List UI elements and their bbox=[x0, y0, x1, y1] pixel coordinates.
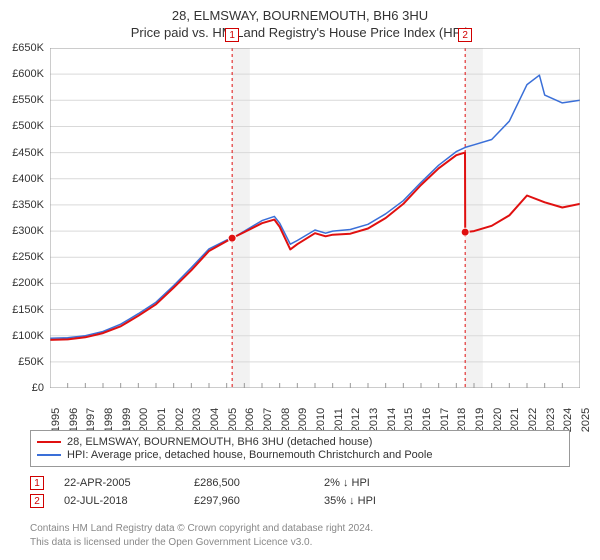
x-tick-label: 1996 bbox=[68, 408, 80, 432]
x-tick-label: 2011 bbox=[333, 408, 345, 432]
x-axis: 1995199619971998199920002001200220032004… bbox=[50, 390, 580, 426]
x-tick-label: 2009 bbox=[297, 408, 309, 432]
x-tick-label: 1995 bbox=[50, 408, 62, 432]
legend-label: HPI: Average price, detached house, Bour… bbox=[67, 449, 432, 461]
y-tick-label: £250K bbox=[12, 251, 44, 263]
chart-plot-area: 12 bbox=[50, 48, 580, 388]
x-tick-label: 2021 bbox=[509, 408, 521, 432]
x-tick-label: 2025 bbox=[580, 408, 592, 432]
x-tick-label: 2016 bbox=[421, 408, 433, 432]
x-tick-label: 1999 bbox=[121, 408, 133, 432]
sale-date: 02-JUL-2018 bbox=[64, 495, 174, 507]
legend-item: 28, ELMSWAY, BOURNEMOUTH, BH6 3HU (detac… bbox=[37, 436, 563, 448]
x-tick-label: 2022 bbox=[527, 408, 539, 432]
chart-marker-callout: 2 bbox=[458, 28, 472, 42]
sale-date: 22-APR-2005 bbox=[64, 477, 174, 489]
x-tick-label: 2004 bbox=[209, 408, 221, 432]
y-tick-label: £500K bbox=[12, 120, 44, 132]
x-tick-label: 2003 bbox=[191, 408, 203, 432]
legend-swatch bbox=[37, 441, 61, 443]
x-tick-label: 2020 bbox=[492, 408, 504, 432]
legend-swatch bbox=[37, 454, 61, 456]
x-tick-label: 1997 bbox=[85, 408, 97, 432]
sale-diff: 35% ↓ HPI bbox=[324, 495, 434, 507]
y-tick-label: £200K bbox=[12, 277, 44, 289]
y-tick-label: £150K bbox=[12, 304, 44, 316]
chart-title-block: 28, ELMSWAY, BOURNEMOUTH, BH6 3HU Price … bbox=[0, 0, 600, 46]
x-tick-label: 2005 bbox=[227, 408, 239, 432]
legend: 28, ELMSWAY, BOURNEMOUTH, BH6 3HU (detac… bbox=[30, 430, 570, 467]
x-tick-label: 1998 bbox=[103, 408, 115, 432]
x-tick-label: 2006 bbox=[244, 408, 256, 432]
y-tick-label: £600K bbox=[12, 68, 44, 80]
sale-price: £286,500 bbox=[194, 477, 304, 489]
page-subtitle: Price paid vs. HM Land Registry's House … bbox=[0, 25, 600, 40]
x-tick-label: 2018 bbox=[456, 408, 468, 432]
sale-diff: 2% ↓ HPI bbox=[324, 477, 434, 489]
chart-marker-callout: 1 bbox=[225, 28, 239, 42]
sale-price: £297,960 bbox=[194, 495, 304, 507]
y-tick-label: £550K bbox=[12, 94, 44, 106]
x-tick-label: 2012 bbox=[350, 408, 362, 432]
table-row: 1 22-APR-2005 £286,500 2% ↓ HPI bbox=[30, 476, 570, 490]
y-axis: £0£50K£100K£150K£200K£250K£300K£350K£400… bbox=[0, 48, 48, 388]
legend-label: 28, ELMSWAY, BOURNEMOUTH, BH6 3HU (detac… bbox=[67, 436, 372, 448]
sale-marker-icon: 1 bbox=[30, 476, 44, 490]
y-tick-label: £650K bbox=[12, 42, 44, 54]
sales-table: 1 22-APR-2005 £286,500 2% ↓ HPI 2 02-JUL… bbox=[30, 472, 570, 512]
y-tick-label: £350K bbox=[12, 199, 44, 211]
y-tick-label: £450K bbox=[12, 147, 44, 159]
x-tick-label: 2023 bbox=[545, 408, 557, 432]
x-tick-label: 2024 bbox=[562, 408, 574, 432]
x-tick-label: 2001 bbox=[156, 408, 168, 432]
x-tick-label: 2002 bbox=[174, 408, 186, 432]
y-tick-label: £300K bbox=[12, 225, 44, 237]
sale-marker-icon: 2 bbox=[30, 494, 44, 508]
x-tick-label: 2008 bbox=[280, 408, 292, 432]
x-tick-label: 2014 bbox=[386, 408, 398, 432]
chart-svg bbox=[50, 48, 580, 388]
x-tick-label: 2007 bbox=[262, 408, 274, 432]
x-tick-label: 2015 bbox=[403, 408, 415, 432]
table-row: 2 02-JUL-2018 £297,960 35% ↓ HPI bbox=[30, 494, 570, 508]
x-tick-label: 2017 bbox=[439, 408, 451, 432]
y-tick-label: £50K bbox=[18, 356, 44, 368]
y-tick-label: £100K bbox=[12, 330, 44, 342]
legend-item: HPI: Average price, detached house, Bour… bbox=[37, 449, 563, 461]
footer: Contains HM Land Registry data © Crown c… bbox=[30, 522, 570, 549]
y-tick-label: £400K bbox=[12, 173, 44, 185]
footer-line: Contains HM Land Registry data © Crown c… bbox=[30, 522, 570, 536]
footer-line: This data is licensed under the Open Gov… bbox=[30, 536, 570, 550]
page-title: 28, ELMSWAY, BOURNEMOUTH, BH6 3HU bbox=[0, 8, 600, 23]
x-tick-label: 2000 bbox=[138, 408, 150, 432]
x-tick-label: 2010 bbox=[315, 408, 327, 432]
y-tick-label: £0 bbox=[32, 382, 44, 394]
x-tick-label: 2019 bbox=[474, 408, 486, 432]
x-tick-label: 2013 bbox=[368, 408, 380, 432]
